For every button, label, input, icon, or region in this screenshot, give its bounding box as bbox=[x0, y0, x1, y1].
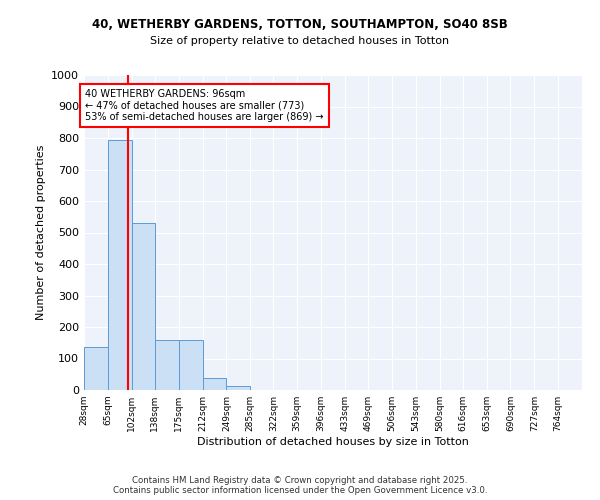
Bar bbox=[131, 223, 155, 390]
Bar bbox=[108, 140, 131, 390]
Bar bbox=[226, 386, 250, 390]
X-axis label: Distribution of detached houses by size in Totton: Distribution of detached houses by size … bbox=[197, 437, 469, 447]
Bar bbox=[203, 378, 226, 390]
Text: 40 WETHERBY GARDENS: 96sqm
← 47% of detached houses are smaller (773)
53% of sem: 40 WETHERBY GARDENS: 96sqm ← 47% of deta… bbox=[85, 89, 324, 122]
Text: Contains HM Land Registry data © Crown copyright and database right 2025.
Contai: Contains HM Land Registry data © Crown c… bbox=[113, 476, 487, 495]
Text: Size of property relative to detached houses in Totton: Size of property relative to detached ho… bbox=[151, 36, 449, 46]
Text: 40, WETHERBY GARDENS, TOTTON, SOUTHAMPTON, SO40 8SB: 40, WETHERBY GARDENS, TOTTON, SOUTHAMPTO… bbox=[92, 18, 508, 30]
Bar bbox=[179, 340, 203, 390]
Bar bbox=[155, 340, 179, 390]
Bar bbox=[84, 348, 108, 390]
Y-axis label: Number of detached properties: Number of detached properties bbox=[35, 145, 46, 320]
